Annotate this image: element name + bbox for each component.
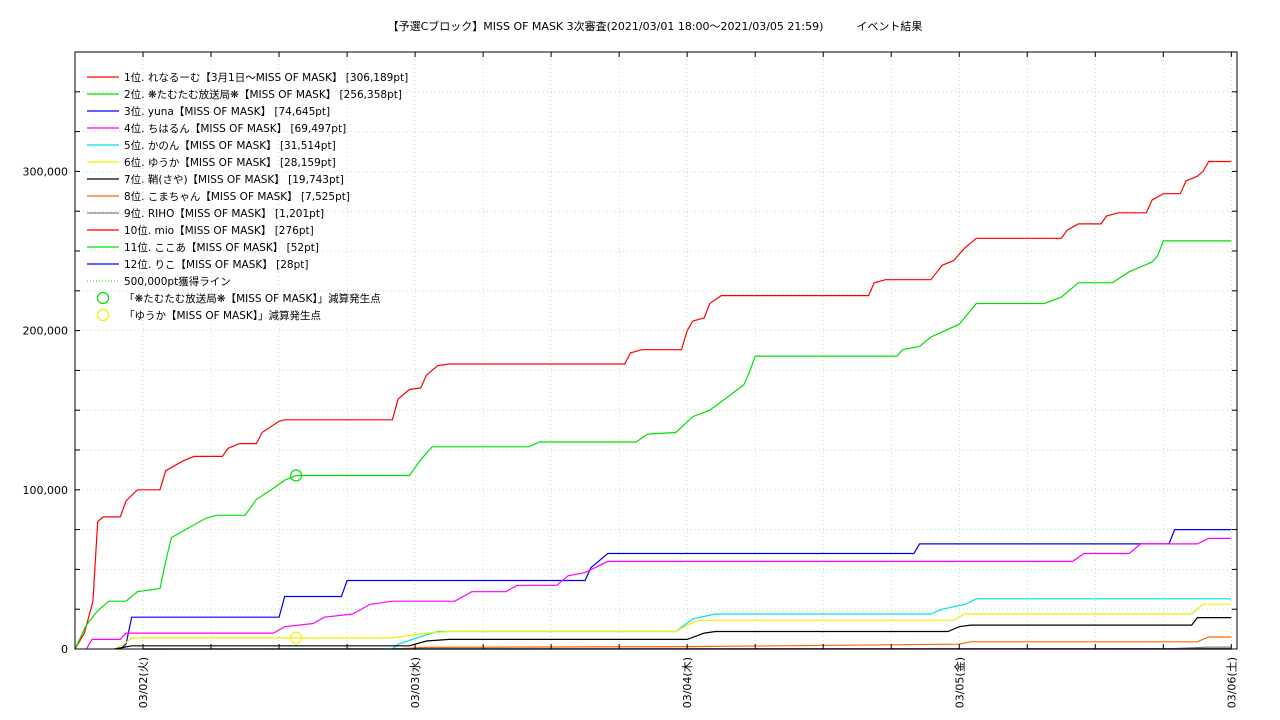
x-tick-label: 03/03(水) — [409, 657, 422, 708]
grid — [75, 52, 1237, 649]
legend-label-9: 9位. RIHO【MISS OF MASK】 [1,201pt] — [124, 207, 324, 220]
series-line-1 — [74, 160, 1232, 650]
legend: 1位. れなるーむ【3月1日〜MISS OF MASK】 [306,189pt]… — [87, 71, 408, 322]
y-tick-label: 100,000 — [23, 484, 69, 497]
chart-title: 【予選Cブロック】MISS OF MASK 3次審査(2021/03/01 18… — [388, 19, 923, 33]
x-axis: 03/02(火) 03/03(水) 03/04(木) 03/05(金) 03/06(土) — [137, 52, 1238, 708]
series-line-5 — [392, 598, 1232, 650]
legend-marker-swatch-1 — [96, 291, 110, 305]
x-tick-label: 03/06(土) — [1225, 657, 1238, 708]
series-line-3 — [119, 529, 1232, 650]
legend-marker-label-1: 「❋たむたむ放送局❋【MISS OF MASK】」減算発生点 — [124, 292, 381, 305]
plot-frame — [74, 51, 1238, 650]
legend-label-12: 12位. りこ【MISS OF MASK】 [28pt] — [124, 258, 308, 271]
y-tick-label: 0 — [61, 643, 68, 656]
legend-label-2: 2位. ❋たむたむ放送局❋【MISS OF MASK】 [256,358pt] — [124, 88, 402, 101]
series-line-6 — [114, 603, 1232, 650]
series-line-4 — [85, 537, 1232, 650]
decrement-marker-2 — [289, 631, 303, 644]
series-line-2 — [74, 240, 1232, 650]
legend-label-11: 11位. ここあ【MISS OF MASK】 [52pt] — [124, 241, 319, 254]
decrement-marker-1 — [289, 469, 303, 482]
legend-label-8: 8位. こまちゃん【MISS OF MASK】 [7,525pt] — [124, 190, 350, 203]
legend-label-6: 6位. ゆうか【MISS OF MASK】 [28,159pt] — [124, 156, 336, 169]
y-tick-label: 200,000 — [23, 325, 69, 338]
legend-label-3: 3位. yuna【MISS OF MASK】 [74,645pt] — [124, 105, 330, 118]
legend-marker-swatch-2 — [96, 308, 110, 322]
marker-layer — [289, 469, 303, 644]
x-tick-label: 03/02(火) — [137, 657, 150, 708]
y-axis: 0 100,000 200,000 300,000 — [23, 91, 1237, 656]
series-line-7 — [114, 617, 1232, 650]
legend-label-reference: 500,000pt獲得ライン — [124, 275, 231, 288]
x-tick-label: 03/04(木) — [681, 657, 694, 708]
legend-label-1: 1位. れなるーむ【3月1日〜MISS OF MASK】 [306,189pt] — [124, 71, 408, 84]
x-tick-label: 03/05(金) — [952, 657, 966, 708]
legend-label-5: 5位. かのん【MISS OF MASK】 [31,514pt] — [124, 139, 336, 152]
legend-label-10: 10位. mio【MISS OF MASK】 [276pt] — [124, 224, 314, 237]
legend-label-4: 4位. ちはるん【MISS OF MASK】 [69,497pt] — [124, 122, 346, 135]
series-line-8 — [392, 636, 1232, 650]
legend-label-7: 7位. 鞘(さや)【MISS OF MASK】 [19,743pt] — [124, 173, 344, 186]
legend-marker-label-2: 「ゆうか【MISS OF MASK】」減算発生点 — [124, 309, 321, 322]
y-tick-label: 300,000 — [23, 165, 69, 178]
